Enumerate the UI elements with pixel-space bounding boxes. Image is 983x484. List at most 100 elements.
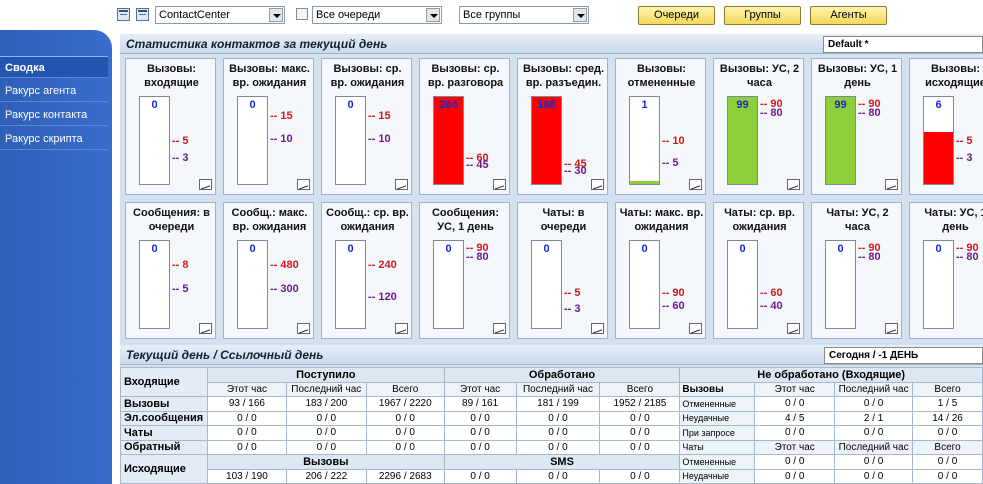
threshold-label: -- 5 [172, 134, 189, 147]
threshold-value: 5 [182, 282, 189, 295]
received-header: Поступило [206, 367, 445, 383]
stat-card: Вызовы: ср. вр. разговора 204 -- 60 -- 45 [419, 58, 510, 195]
sidebar-item-agent-view[interactable]: Ракурс агента [0, 80, 108, 102]
table-cell: 0 / 0 [443, 439, 517, 455]
sidebar-item-script-view[interactable]: Ракурс скрипта [0, 128, 108, 150]
stat-card: Чаты: ср. вр. ожидания 0 -- 60 -- 40 [713, 202, 804, 339]
threshold-value: 30 [574, 164, 587, 177]
col-total: Всего [365, 381, 445, 397]
stat-gauge: 0 [237, 240, 268, 329]
threshold-label: -- 3 [564, 304, 581, 315]
stat-card-title: Чаты: УС, 2 часа [826, 207, 889, 233]
stat-gauge: 188 [531, 96, 562, 185]
col-last-hour: Последний час [834, 381, 914, 397]
trend-chart-icon[interactable] [885, 323, 898, 334]
col-total: Всего [599, 381, 681, 397]
threshold-label: -- 10 [368, 133, 391, 145]
stat-card: Чаты: УС, 1 день 0 -- 90 -- 80 [909, 202, 983, 339]
sidebar-item-contact-view[interactable]: Ракурс контакта [0, 104, 108, 126]
threshold-label: -- 90 [662, 288, 685, 299]
trend-chart-icon[interactable] [885, 179, 898, 190]
table-cell: 0 / 0 [834, 468, 914, 484]
threshold-marker: -- [270, 132, 281, 145]
preset-select[interactable]: Default * [823, 36, 983, 53]
trend-chart-icon[interactable] [787, 179, 800, 190]
trend-chart-icon[interactable] [689, 323, 702, 334]
threshold-marker: -- [172, 258, 183, 271]
stat-card: Сообщ.: макс. вр. ожидания 0 -- 480 -- 300 [223, 202, 314, 339]
table-cell: 14 / 26 [912, 410, 983, 426]
threshold-marker: -- [956, 250, 967, 263]
col-this-hour: Этот час [754, 381, 836, 397]
trend-chart-icon[interactable] [395, 179, 408, 190]
trend-chart-icon[interactable] [395, 323, 408, 334]
calendar-icon[interactable] [117, 8, 130, 21]
threshold-marker: -- [466, 152, 477, 165]
agents-button[interactable]: Агенты [810, 6, 887, 25]
groups-select-value: Все группы [463, 9, 521, 21]
stat-gauge: 6 [923, 96, 954, 185]
sidebar-item-summary[interactable]: Сводка [0, 56, 108, 78]
threshold-value: 90 [868, 242, 881, 254]
trend-chart-icon[interactable] [787, 323, 800, 334]
stat-card-title: Вызовы: сред. вр. разъедин. [522, 63, 605, 89]
period-select[interactable]: Сегодня / -1 ДЕНЬ [824, 347, 983, 364]
trend-chart-icon[interactable] [297, 323, 310, 334]
stat-gauge: 0 [139, 240, 170, 329]
stat-gauge: 0 [825, 240, 856, 329]
table-cell: 0 / 0 [515, 425, 601, 441]
stat-value: 1 [641, 99, 648, 111]
threshold-label: -- 40 [760, 299, 783, 312]
threshold-marker: -- [368, 258, 379, 271]
groups-button[interactable]: Группы [724, 6, 801, 25]
trend-chart-icon[interactable] [199, 179, 212, 190]
groups-select[interactable]: Все группы [459, 6, 589, 24]
queue-filter-checkbox[interactable] [296, 8, 308, 20]
handled-header: Обработано [443, 367, 681, 383]
calendar-range-icon[interactable] [136, 8, 149, 21]
trend-chart-icon[interactable] [199, 323, 212, 334]
chevron-down-icon[interactable] [573, 8, 587, 22]
queues-button[interactable]: Очереди [638, 6, 715, 25]
trend-chart-icon[interactable] [591, 179, 604, 190]
stat-card-title: Вызовы: ср. вр. ожидания [330, 63, 405, 89]
queues-select-value: Все очереди [316, 9, 381, 21]
threshold-marker: -- [760, 299, 771, 312]
threshold-marker: -- [858, 242, 869, 254]
threshold-marker: -- [172, 134, 183, 147]
day-stats-table: Входящие Поступило Обработано Не обработ… [120, 367, 983, 484]
stat-value: 0 [739, 243, 746, 255]
trend-chart-icon[interactable] [591, 323, 604, 334]
unhandled-calls-label: Вызовы [679, 381, 756, 397]
stat-gauge: 0 [727, 240, 758, 329]
trend-chart-icon[interactable] [493, 179, 506, 190]
table-cell: 181 / 199 [515, 396, 601, 412]
threshold-marker: -- [564, 157, 575, 170]
threshold-value: 80 [476, 250, 489, 263]
trend-chart-icon[interactable] [297, 179, 310, 190]
center-select[interactable]: ContactCenter [155, 6, 285, 24]
unhandled-sub-label: Неудачные [679, 468, 756, 484]
chevron-down-icon[interactable] [426, 8, 440, 22]
chevron-down-icon[interactable] [269, 8, 283, 22]
table-cell: 0 / 0 [515, 410, 601, 426]
unhandled-sub-label: Неудачные [679, 410, 756, 426]
stat-card-title: Чаты: в очереди [540, 207, 587, 233]
trend-chart-icon[interactable] [493, 323, 506, 334]
stat-value: 0 [249, 99, 256, 111]
threshold-label: -- 3 [172, 153, 189, 164]
threshold-marker: -- [466, 250, 477, 263]
unhandled-sub-label: Отмененные [679, 396, 756, 412]
threshold-value: 90 [868, 98, 881, 110]
trend-chart-icon[interactable] [689, 179, 702, 190]
queues-select[interactable]: Все очереди [312, 6, 442, 24]
stat-value: 0 [151, 243, 158, 255]
threshold-label: -- 5 [662, 157, 679, 169]
stat-gauge-fill [826, 97, 855, 184]
threshold-label: -- 300 [270, 283, 299, 295]
threshold-label: -- 80 [466, 250, 489, 263]
stat-card-title: Вызовы: входящие [144, 63, 199, 89]
stat-gauge-fill [728, 97, 757, 184]
table-cell: 1952 / 2185 [599, 396, 681, 412]
threshold-marker: -- [662, 287, 673, 300]
